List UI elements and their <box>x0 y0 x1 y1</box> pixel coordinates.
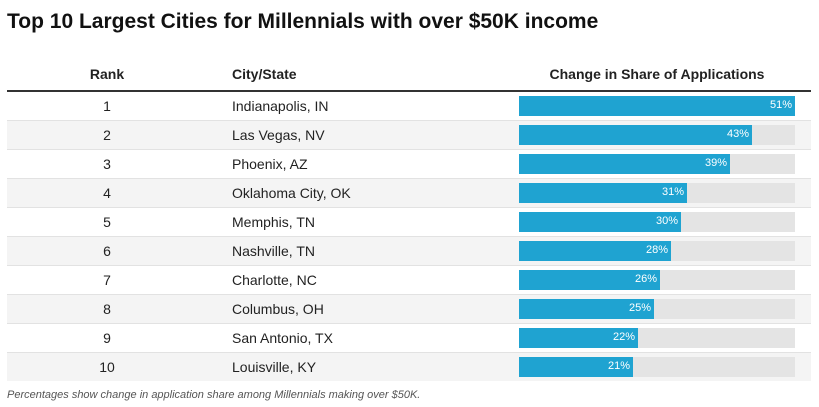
bar-value-label: 31% <box>661 186 684 198</box>
chart-title: Top 10 Largest Cities for Millennials wi… <box>7 10 599 33</box>
bar-value-label: 51% <box>769 99 792 111</box>
rank-cell: 9 <box>103 330 111 346</box>
table-row: 1 Indianapolis, IN 51% <box>7 92 811 120</box>
bar-track: 39% <box>519 154 795 174</box>
city-cell: Columbus, OH <box>232 301 324 317</box>
city-cell: Charlotte, NC <box>232 272 317 288</box>
rank-cell: 2 <box>103 127 111 143</box>
rank-cell: 3 <box>103 156 111 172</box>
bar: 26% <box>519 270 660 290</box>
city-cell: Louisville, KY <box>232 359 317 375</box>
bar-track: 25% <box>519 299 795 319</box>
column-header-change: Change in Share of Applications <box>549 66 765 82</box>
bar-value-label: 26% <box>634 273 657 285</box>
bar-track: 31% <box>519 183 795 203</box>
bar: 28% <box>519 241 671 261</box>
bar: 21% <box>519 357 633 377</box>
bar: 30% <box>519 212 681 232</box>
bar-track: 30% <box>519 212 795 232</box>
bar: 31% <box>519 183 687 203</box>
column-header-city: City/State <box>232 66 297 82</box>
rank-cell: 10 <box>99 359 115 375</box>
city-cell: Nashville, TN <box>232 243 315 259</box>
bar: 25% <box>519 299 654 319</box>
bar: 51% <box>519 96 795 116</box>
column-header-rank: Rank <box>89 66 125 82</box>
bar-value-label: 30% <box>655 215 678 227</box>
bar: 39% <box>519 154 730 174</box>
table-header: Rank City/State Change in Share of Appli… <box>7 60 811 92</box>
bar-value-label: 43% <box>726 128 749 140</box>
table-row: 6 Nashville, TN 28% <box>7 236 811 265</box>
bar: 43% <box>519 125 752 145</box>
bar-track: 22% <box>519 328 795 348</box>
bar-track: 43% <box>519 125 795 145</box>
city-cell: Las Vegas, NV <box>232 127 325 143</box>
city-cell: Indianapolis, IN <box>232 98 329 114</box>
city-cell: Memphis, TN <box>232 214 315 230</box>
bar-value-label: 21% <box>607 360 630 372</box>
bar-track: 26% <box>519 270 795 290</box>
city-cell: San Antonio, TX <box>232 330 333 346</box>
bar-track: 28% <box>519 241 795 261</box>
rank-cell: 7 <box>103 272 111 288</box>
table-row: 4 Oklahoma City, OK 31% <box>7 178 811 207</box>
table-row: 5 Memphis, TN 30% <box>7 207 811 236</box>
bar-value-label: 39% <box>704 157 727 169</box>
table-row: 3 Phoenix, AZ 39% <box>7 149 811 178</box>
footnote: Percentages show change in application s… <box>7 389 421 401</box>
table-body: 1 Indianapolis, IN 51% 2 Las Vegas, NV 43% 3 Ph… <box>7 92 811 381</box>
table-row: 8 Columbus, OH 25% <box>7 294 811 323</box>
bar: 22% <box>519 328 638 348</box>
table-row: 7 Charlotte, NC 26% <box>7 265 811 294</box>
rank-cell: 8 <box>103 301 111 317</box>
table-row: 9 San Antonio, TX 22% <box>7 323 811 352</box>
city-cell: Oklahoma City, OK <box>232 185 351 201</box>
rank-cell: 4 <box>103 185 111 201</box>
city-cell: Phoenix, AZ <box>232 156 308 172</box>
rank-cell: 6 <box>103 243 111 259</box>
rank-cell: 5 <box>103 214 111 230</box>
rank-cell: 1 <box>103 98 111 114</box>
bar-track: 21% <box>519 357 795 377</box>
table-row: 2 Las Vegas, NV 43% <box>7 120 811 149</box>
bar-value-label: 28% <box>645 244 668 256</box>
table-row: 10 Louisville, KY 21% <box>7 352 811 381</box>
bar-value-label: 25% <box>628 302 651 314</box>
data-table: Rank City/State Change in Share of Appli… <box>7 60 811 381</box>
bar-value-label: 22% <box>612 331 635 343</box>
bar-track: 51% <box>519 96 795 116</box>
